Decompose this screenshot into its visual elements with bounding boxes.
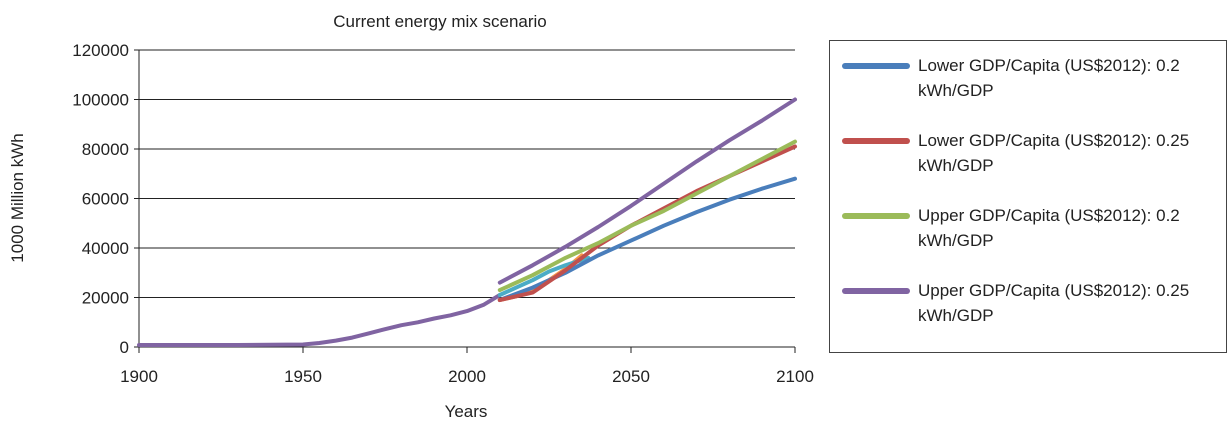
legend-label: Lower GDP/Capita (US$2012): 0.25 kWh/GDP bbox=[918, 131, 1190, 175]
y-tick-label: 120000 bbox=[72, 41, 129, 60]
y-tick-label: 80000 bbox=[82, 140, 129, 159]
legend-swatch bbox=[842, 138, 910, 144]
y-tick-label: 40000 bbox=[82, 239, 129, 258]
y-tick-label: 60000 bbox=[82, 190, 129, 209]
legend-swatch bbox=[842, 213, 910, 219]
x-axis-title: Years bbox=[445, 402, 488, 421]
grid-lines bbox=[139, 49, 795, 298]
legend-item-lower-0-25: Lower GDP/Capita (US$2012): 0.25 kWh/GDP bbox=[842, 128, 1218, 178]
x-tick-label: 1950 bbox=[284, 367, 322, 386]
series-lines bbox=[137, 97, 797, 347]
projection-segment-line bbox=[497, 255, 591, 297]
chart-legend: Lower GDP/Capita (US$2012): 0.2 kWh/GDP … bbox=[829, 40, 1227, 353]
y-tick-label: 100000 bbox=[72, 91, 129, 110]
legend-item-upper-0-25: Upper GDP/Capita (US$2012): 0.25 kWh/GDP bbox=[842, 278, 1218, 328]
tick-labels: 0 20000 40000 60000 80000 100000 120000 1900 195… bbox=[72, 41, 814, 386]
y-tick-label: 0 bbox=[120, 338, 129, 357]
series-line bbox=[497, 97, 797, 285]
x-tick-label: 2050 bbox=[612, 367, 650, 386]
series-line bbox=[497, 139, 797, 293]
legend-swatch bbox=[842, 63, 910, 69]
axes bbox=[134, 49, 796, 353]
legend-item-lower-0-2: Lower GDP/Capita (US$2012): 0.2 kWh/GDP bbox=[842, 53, 1218, 103]
legend-label: Lower GDP/Capita (US$2012): 0.2 kWh/GDP bbox=[918, 56, 1180, 100]
x-tick-label: 2100 bbox=[776, 367, 814, 386]
historical-series-line bbox=[137, 293, 502, 347]
chart-title: Current energy mix scenario bbox=[333, 12, 547, 31]
y-tick-label: 20000 bbox=[82, 289, 129, 308]
x-tick-label: 1900 bbox=[120, 367, 158, 386]
x-tick-label: 2000 bbox=[448, 367, 486, 386]
legend-label: Upper GDP/Capita (US$2012): 0.25 kWh/GDP bbox=[918, 281, 1190, 325]
series-line bbox=[497, 144, 797, 302]
legend-item-upper-0-2: Upper GDP/Capita (US$2012): 0.2 kWh/GDP bbox=[842, 203, 1218, 253]
y-axis-title: 1000 Million kWh bbox=[8, 133, 27, 262]
legend-swatch bbox=[842, 288, 910, 294]
legend-label: Upper GDP/Capita (US$2012): 0.2 kWh/GDP bbox=[918, 206, 1180, 250]
